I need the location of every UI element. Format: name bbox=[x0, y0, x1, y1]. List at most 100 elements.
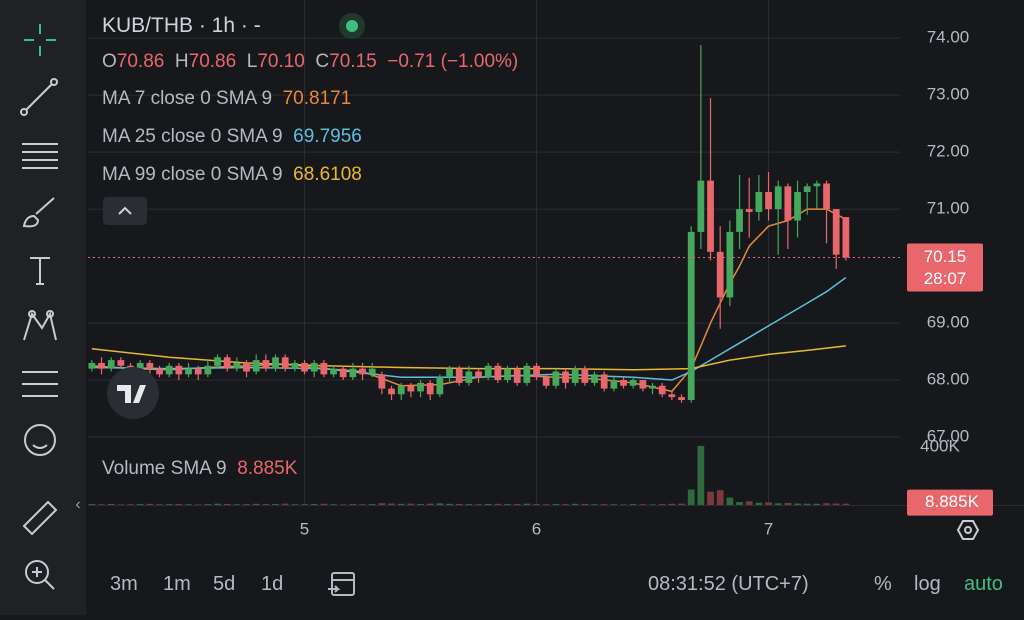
left-toolbar bbox=[0, 0, 86, 615]
range-button[interactable]: 3m bbox=[110, 573, 138, 595]
volume-bar bbox=[223, 503, 231, 505]
ohlc-label: H bbox=[174, 51, 189, 72]
volume-bar bbox=[349, 504, 357, 505]
log-toggle[interactable]: log bbox=[914, 573, 941, 595]
range-button[interactable]: 1d bbox=[261, 573, 284, 595]
ohlc-value: 70.86 bbox=[188, 51, 237, 72]
volume-bar bbox=[465, 504, 473, 505]
ruler-tool[interactable] bbox=[22, 500, 58, 536]
volume-bar bbox=[330, 504, 337, 505]
percent-toggle[interactable]: % bbox=[874, 573, 892, 595]
candle-body bbox=[774, 186, 782, 210]
volume-bar bbox=[736, 502, 743, 505]
chart: ‹ 74.00 73.00 72.00 71.00 69.00 68.00 67.00 5 6 7… bbox=[75, 0, 1024, 540]
volume-bar bbox=[272, 503, 279, 505]
logo bbox=[117, 385, 146, 403]
candle-body bbox=[494, 365, 502, 381]
volume-sma-tag bbox=[907, 489, 993, 516]
candle-body bbox=[678, 397, 685, 400]
brush-tool[interactable] bbox=[22, 197, 55, 228]
bottom-toolbar: 3m 1m 5d 1d 08:31:52 (UTC+7) % log auto bbox=[88, 555, 1024, 615]
volume-bar bbox=[146, 503, 154, 505]
volume-bar bbox=[813, 503, 821, 505]
candle-body bbox=[523, 365, 531, 383]
ohlc-value: 70.10 bbox=[257, 51, 305, 72]
volume-bar bbox=[359, 504, 366, 505]
volume-bar bbox=[378, 503, 386, 505]
candle-body bbox=[629, 380, 637, 386]
volume-bar bbox=[823, 503, 830, 505]
ohlc-label: L bbox=[246, 51, 258, 72]
candle-body bbox=[378, 374, 386, 389]
candle-body bbox=[436, 377, 444, 395]
volume-bar bbox=[455, 503, 463, 505]
y-tick-label: 68.00 bbox=[927, 370, 970, 389]
candle-body bbox=[765, 192, 772, 210]
volume-bar bbox=[233, 504, 241, 505]
volume-bar bbox=[668, 503, 676, 505]
candle-body bbox=[591, 374, 598, 383]
fib-tool[interactable] bbox=[22, 143, 58, 169]
candle-body bbox=[823, 183, 830, 210]
date-range-icon[interactable] bbox=[326, 567, 358, 601]
collapse-toolbar[interactable]: ‹ bbox=[75, 496, 80, 513]
candle-body bbox=[600, 374, 608, 389]
volume-bar bbox=[629, 504, 637, 505]
candle-body bbox=[252, 360, 260, 372]
x-tick-label: 5 bbox=[300, 519, 309, 538]
volume-bar bbox=[127, 504, 134, 505]
settings-icon[interactable] bbox=[956, 520, 980, 540]
text-tool[interactable] bbox=[30, 257, 50, 285]
candle-body bbox=[185, 368, 192, 375]
candle-body bbox=[407, 385, 415, 392]
candle-body bbox=[542, 377, 550, 386]
y-tick-label: 73.00 bbox=[927, 85, 970, 104]
range-button[interactable]: 5d bbox=[213, 573, 236, 595]
candle-body bbox=[291, 362, 299, 369]
ohlc-value: 70.15 bbox=[329, 51, 377, 72]
countdown: 28:07 bbox=[924, 269, 967, 288]
ohlc-label: O bbox=[102, 51, 117, 72]
clock[interactable]: 08:31:52 (UTC+7) bbox=[648, 573, 809, 595]
volume-bar bbox=[98, 504, 105, 505]
candle-body bbox=[446, 368, 453, 378]
collapse-legend-button[interactable] bbox=[103, 197, 147, 225]
volume-bar bbox=[571, 503, 579, 505]
pattern-tool[interactable] bbox=[23, 310, 57, 341]
volume-bar bbox=[156, 504, 163, 505]
volume-bar bbox=[484, 503, 492, 505]
y-tick-label: 71.00 bbox=[927, 199, 970, 218]
trend-line-tool[interactable] bbox=[20, 78, 58, 116]
volume-bar bbox=[310, 503, 318, 505]
volume-bar bbox=[533, 504, 540, 505]
candle-body bbox=[784, 186, 792, 221]
volume-bar bbox=[436, 503, 444, 505]
crosshair-tool[interactable] bbox=[24, 24, 56, 56]
volume-bar bbox=[417, 503, 424, 505]
candle-body bbox=[571, 368, 579, 383]
volume-bar bbox=[755, 502, 763, 505]
candle-body bbox=[194, 368, 202, 375]
candle-body bbox=[736, 209, 743, 232]
candle-body bbox=[349, 368, 357, 378]
candle-body bbox=[832, 209, 840, 255]
volume-bar bbox=[620, 504, 627, 505]
volume-bar bbox=[697, 445, 705, 505]
ma-value: 70.8171 bbox=[282, 88, 352, 109]
range-button[interactable]: 1m bbox=[163, 573, 191, 595]
prediction-tool[interactable] bbox=[22, 371, 58, 397]
volume-bar bbox=[252, 503, 260, 505]
volume-bar bbox=[320, 503, 328, 505]
volume-bar bbox=[194, 504, 202, 505]
y-tick-label: 67.00 bbox=[927, 427, 970, 446]
emoji-tool[interactable] bbox=[24, 424, 56, 456]
auto-toggle[interactable]: auto bbox=[964, 573, 1003, 595]
candle-body bbox=[233, 362, 241, 369]
ohlc-row: O70.86 H70.86 L70.10 C70.15 −0.71 (−1.00… bbox=[102, 51, 518, 73]
zoom-tool[interactable] bbox=[25, 560, 55, 590]
volume-bar bbox=[214, 503, 221, 505]
volume-bar bbox=[707, 491, 714, 505]
ohlc-label: C bbox=[315, 51, 330, 72]
volume-bar bbox=[243, 504, 250, 505]
volume-bar bbox=[407, 503, 415, 505]
